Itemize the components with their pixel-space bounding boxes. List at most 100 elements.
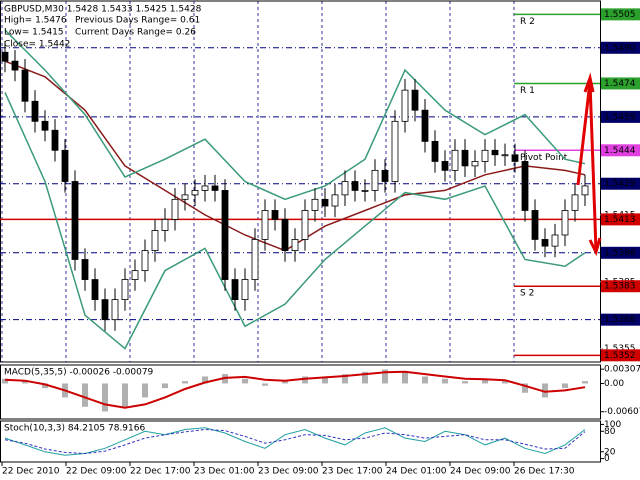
candle-body (31, 100, 39, 122)
candle-body (171, 198, 179, 220)
level-value: 1.5352 (604, 351, 636, 361)
candle-body (421, 109, 429, 142)
candle-body (461, 149, 469, 167)
candle-body (151, 230, 159, 251)
histogram-bar (202, 376, 208, 384)
candle-body (101, 299, 109, 321)
candle-body (581, 185, 589, 196)
level-value: 1.5505 (604, 10, 636, 20)
histogram-bar (502, 381, 508, 384)
candle-body (491, 149, 499, 156)
info-text: Current Days Range= 0.26 (75, 28, 196, 38)
candle-body (381, 169, 389, 182)
x-tick-label: 22 Dec 09:00 (66, 467, 127, 477)
candle-body (61, 149, 69, 182)
candle-body (371, 169, 379, 191)
candle-body (271, 210, 279, 220)
histogram-bar (522, 383, 528, 393)
y-tick-box (601, 41, 640, 54)
candle-body (261, 210, 269, 240)
signal-line (4, 370, 586, 409)
panel-title: Stoch(10,3,3) 84.2105 78.9166 (4, 424, 145, 434)
panel-frame (0, 0, 601, 363)
candle-body (1, 51, 9, 62)
candle-body (161, 218, 169, 231)
panel-title: MACD(5,35,5) -0.00026 -0.00079 (4, 368, 154, 378)
candle-body (541, 239, 549, 247)
y-tick-box (601, 110, 640, 123)
panel-frame (0, 364, 601, 420)
histogram-bar (362, 371, 368, 384)
histogram-bar (282, 381, 288, 384)
histogram-bar (302, 376, 308, 384)
candle-body (531, 210, 539, 240)
level-box (601, 77, 640, 90)
histogram-bar (2, 378, 8, 384)
y-tick-label: 80 (604, 427, 616, 437)
level-value: 1.5444 (604, 146, 636, 156)
x-tick-label: 22 Dec 17:00 (130, 467, 191, 477)
y-tick-box (601, 246, 640, 259)
candle-body (191, 190, 199, 196)
indicator-line (4, 92, 586, 350)
x-tick-label: 23 Dec 17:00 (322, 467, 383, 477)
candle-body (451, 149, 459, 171)
x-tick-label: 26 Dec 17:30 (514, 467, 575, 477)
candle-body (361, 190, 369, 192)
candle-body (551, 234, 559, 247)
candle-body (301, 210, 309, 240)
y-tick-label: 0 (604, 454, 610, 464)
x-tick-label: 23 Dec 09:00 (258, 467, 319, 477)
histogram-bar (402, 371, 408, 384)
y-tick-label: 20 (604, 447, 616, 457)
histogram-bar (322, 376, 328, 384)
candle-body (511, 154, 519, 162)
candle-body (351, 181, 359, 191)
candle-body (51, 129, 59, 151)
histogram-bar (142, 383, 148, 398)
x-tick-label: 24 Dec 09:00 (450, 467, 511, 477)
candle-body (141, 250, 149, 272)
histogram-bar (102, 383, 108, 412)
histogram-bar (382, 369, 388, 384)
candle-body (291, 239, 299, 251)
candle-body (241, 279, 249, 301)
candle-body (91, 279, 99, 301)
series-line (4, 428, 586, 455)
arrow-head (583, 72, 602, 257)
candle-body (441, 161, 449, 171)
candle-body (471, 161, 479, 167)
level-label: R 2 (520, 17, 535, 27)
histogram-bar (242, 378, 248, 384)
panel-frame (0, 420, 601, 463)
level-label: Pivot Point (520, 153, 568, 163)
histogram-bar (442, 378, 448, 384)
candle-body (71, 181, 79, 260)
candle-body (431, 140, 439, 162)
level-label: S 2 (520, 289, 534, 299)
y-tick-box (601, 313, 640, 326)
y-tick-label: 1.5490 (604, 43, 636, 53)
candle-body (501, 154, 509, 157)
y-tick-label: -0.00607 (604, 407, 640, 417)
candle-body (341, 181, 349, 196)
info-text: High= 1.5476 (4, 16, 67, 26)
candle-body (391, 120, 399, 182)
y-tick-label: 1.5459 (604, 112, 636, 122)
info-text: Low= 1.5415 (4, 28, 64, 38)
level-box (601, 213, 640, 226)
histogram-bar (22, 381, 28, 384)
histogram-bar (342, 374, 348, 384)
candle-body (311, 198, 319, 211)
candle-body (131, 270, 139, 280)
histogram-bar (82, 383, 88, 407)
candle-body (231, 279, 239, 301)
y-tick-label: 0.00 (604, 379, 624, 389)
histogram-bar (542, 383, 548, 398)
y-tick-label: 100 (604, 420, 621, 430)
candle-body (331, 194, 339, 207)
y-tick-label: 0.00307 (604, 365, 640, 375)
candle-body (21, 69, 29, 102)
